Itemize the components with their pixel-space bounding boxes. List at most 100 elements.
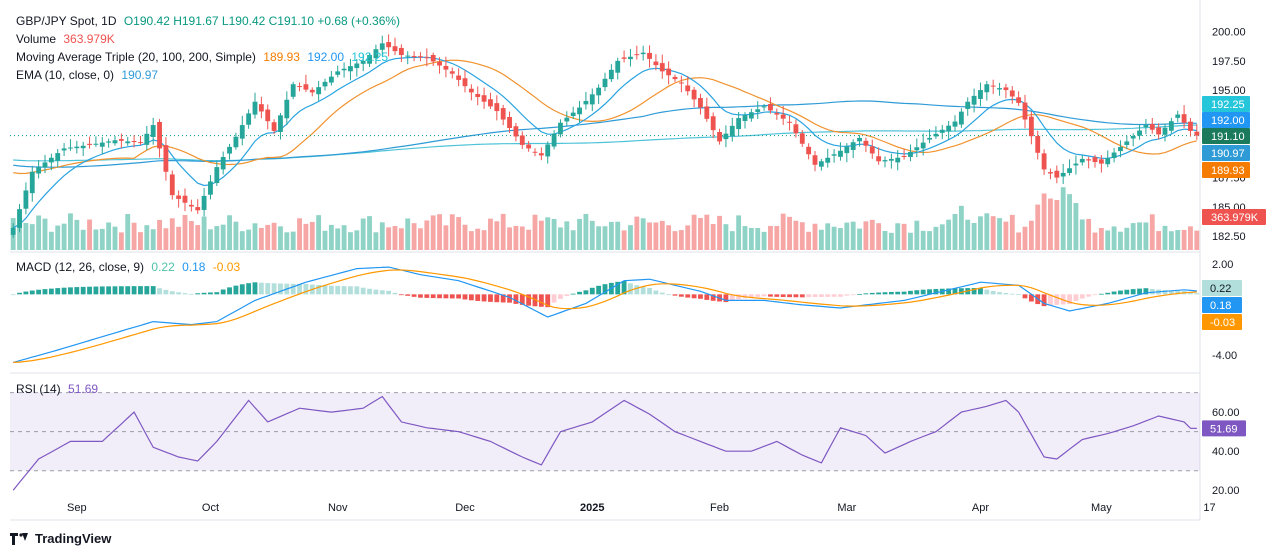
volume-bar (379, 222, 385, 250)
candle-body (691, 89, 697, 100)
volume-bar (42, 218, 48, 250)
macd-histogram-bar (157, 288, 162, 295)
rsi-value: 51.69 (68, 382, 99, 396)
price-badge-label: 190.97 (1211, 148, 1245, 160)
candle-body (112, 140, 118, 144)
price-badge-label: 363.979K (1211, 212, 1259, 224)
candle-body (825, 157, 831, 163)
candle-body (946, 125, 952, 132)
volume-bar (857, 228, 862, 250)
volume-bar (577, 218, 582, 250)
candle-body (551, 133, 557, 147)
macd-histogram-bar (93, 286, 99, 295)
tradingview-logo[interactable]: TradingView (10, 531, 111, 546)
macd-histogram-bar (793, 294, 799, 298)
macd-histogram-bar (901, 291, 907, 295)
macd-histogram-bar (373, 289, 379, 295)
macd-histogram-bar (55, 288, 61, 295)
legend-symbol: GBP/JPY Spot, 1D O190.42 H191.67 L190.42… (16, 13, 404, 29)
candle-body (481, 95, 487, 102)
candle-body (195, 207, 201, 211)
macd-histogram-bar (1111, 291, 1117, 295)
volume-bar (526, 229, 532, 250)
candle-body (360, 60, 366, 64)
candle-body (1067, 168, 1072, 173)
candle-body (748, 112, 754, 119)
candle-body (818, 161, 824, 167)
volume-bar (398, 228, 404, 250)
sma200-line (13, 124, 1197, 162)
volume-bar (640, 218, 646, 250)
volume-bar (1124, 227, 1130, 250)
symbol-title: GBP/JPY Spot, 1D (16, 14, 117, 28)
candle-body (882, 160, 888, 162)
volume-bar (131, 222, 137, 250)
macd-histogram-bar (596, 285, 602, 295)
candle-body (150, 125, 156, 137)
candle-body (131, 140, 137, 143)
candle-body (125, 141, 131, 144)
macd-histogram-bar (462, 294, 468, 300)
macd-histogram-bar (258, 282, 264, 295)
candle-body (526, 144, 532, 149)
macd-histogram-bar (227, 287, 232, 295)
candle-body (182, 195, 188, 203)
volume-bar (418, 228, 423, 250)
volume-bar (227, 215, 232, 250)
candle-body (844, 146, 850, 154)
candle-body (468, 88, 474, 93)
volume-bar (812, 223, 818, 250)
macd-histogram-bar (869, 292, 875, 295)
macd-histogram-bar (29, 290, 35, 295)
macd-histogram-bar (328, 285, 334, 295)
volume-bar (901, 223, 907, 250)
rsi-tick-label: 20.00 (1212, 485, 1240, 497)
candle-body (1149, 124, 1155, 130)
macd-histogram-bar (398, 294, 404, 296)
volume-bar (513, 225, 519, 250)
volume-bar (825, 223, 831, 250)
candle-body (233, 136, 239, 148)
macd-histogram-bar (118, 286, 124, 295)
candle-body (1130, 135, 1136, 139)
candle-body (710, 116, 716, 131)
candle-body (850, 142, 856, 150)
candle-body (328, 76, 334, 83)
macd-histogram-bar (468, 294, 474, 301)
volume-bar (564, 221, 570, 250)
candle-body (386, 42, 392, 48)
macd-histogram-bar (577, 291, 582, 295)
macd-histogram-bar (1092, 294, 1098, 296)
volume-bar (850, 221, 856, 250)
volume-bar (545, 217, 551, 250)
price-tick-label: 197.50 (1212, 56, 1246, 68)
candle-body (698, 98, 703, 108)
candle-body (398, 47, 404, 56)
candle-body (723, 133, 729, 140)
macd-histogram-bar (23, 291, 29, 295)
volume-bar (125, 213, 131, 250)
volume-bar (278, 226, 283, 250)
candle-body (258, 104, 264, 112)
candle-body (208, 181, 213, 195)
macd-histogram-bar (927, 289, 932, 295)
candle-body (958, 111, 964, 125)
candle-body (10, 227, 16, 235)
candle-body (424, 57, 430, 59)
candle-body (742, 115, 748, 122)
volume-bar (551, 218, 557, 250)
candle-body (48, 157, 54, 163)
candle-body (901, 155, 907, 157)
macd-histogram-bar (997, 292, 1002, 295)
macd-histogram-bar (971, 288, 977, 295)
volume-bar (1054, 199, 1060, 250)
candle-body (647, 52, 652, 59)
macd-histogram-bar (138, 286, 143, 295)
volume-bar (144, 225, 150, 250)
macd-histogram-bar (653, 290, 659, 295)
volume-label: Volume (16, 32, 57, 46)
volume-bar (653, 222, 659, 250)
macd-histogram-bar (748, 294, 754, 298)
volume-bar (1137, 222, 1142, 250)
